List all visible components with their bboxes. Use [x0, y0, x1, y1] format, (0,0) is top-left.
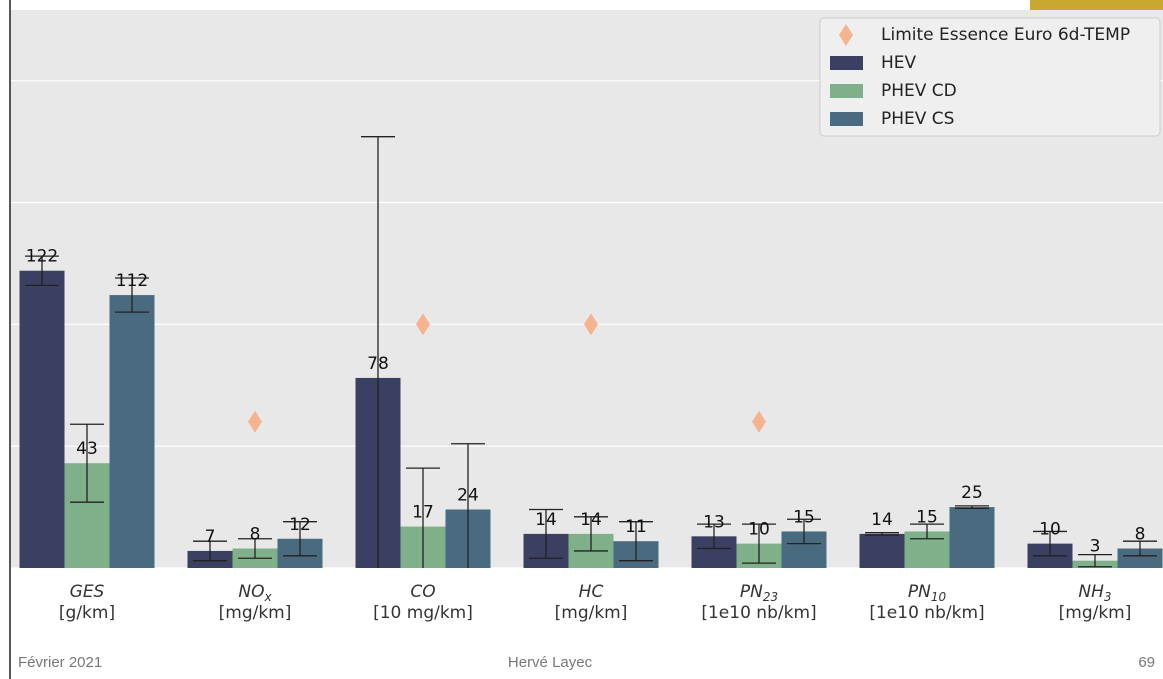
x-tick-label: PN10	[908, 582, 947, 604]
slide: GES[g/km]12243112NOx[mg/km]7812CO[10 mg/…	[0, 0, 1163, 679]
x-tick-name: PN	[740, 582, 763, 602]
legend-label: Limite Essence Euro 6d-TEMP	[881, 25, 1130, 45]
x-tick-sub: 3	[1104, 590, 1112, 604]
value-label: 122	[26, 247, 58, 267]
x-tick-label: NH3	[1078, 582, 1111, 604]
corner-image	[1030, 0, 1163, 10]
legend-swatch	[830, 84, 863, 98]
value-label: 3	[1090, 537, 1101, 557]
x-tick-label: NOx	[238, 582, 272, 604]
value-label: 7	[205, 527, 216, 547]
footer-date: Février 2021	[18, 654, 102, 671]
value-label: 10	[748, 520, 770, 540]
value-label: 24	[457, 486, 479, 506]
value-label: 14	[871, 510, 893, 530]
footer-author: Hervé Layec	[508, 654, 593, 671]
legend-swatch	[830, 56, 863, 70]
x-tick-sub: 23	[763, 590, 778, 604]
x-tick-unit: [10 mg/km]	[373, 603, 473, 623]
bar	[860, 534, 905, 568]
value-label: 43	[76, 439, 98, 459]
value-label: 14	[535, 510, 557, 530]
x-tick-unit: [mg/km]	[555, 603, 628, 623]
x-tick-name: CO	[410, 582, 435, 602]
value-label: 11	[625, 517, 647, 537]
x-tick-sub: x	[264, 590, 273, 604]
x-tick-name: HC	[579, 582, 604, 602]
value-label: 14	[580, 510, 602, 530]
x-tick-label: HC	[579, 582, 604, 602]
x-tick-name: NH	[1078, 582, 1104, 602]
value-label: 78	[367, 354, 389, 374]
legend-label: PHEV CD	[881, 81, 957, 101]
legend-swatch	[830, 112, 863, 126]
value-label: 13	[703, 512, 725, 532]
x-tick-unit: [mg/km]	[1059, 603, 1132, 623]
x-tick-label: GES	[70, 582, 105, 602]
x-tick-unit: [1e10 nb/km]	[701, 603, 816, 623]
x-tick-unit: [1e10 nb/km]	[869, 603, 984, 623]
bar	[950, 507, 995, 568]
value-label: 12	[289, 515, 311, 535]
footer-page: 69	[1138, 654, 1155, 671]
value-label: 17	[412, 503, 434, 523]
bar	[20, 271, 65, 568]
x-tick-label: PN23	[740, 582, 778, 604]
legend-label: HEV	[881, 53, 917, 73]
value-label: 10	[1039, 520, 1061, 540]
value-label: 15	[916, 507, 938, 527]
value-label: 8	[1135, 525, 1146, 545]
x-tick-unit: [g/km]	[59, 603, 115, 623]
value-label: 8	[250, 525, 261, 545]
x-tick-sub: 10	[931, 590, 947, 604]
value-label: 25	[961, 483, 983, 503]
x-tick-label: CO	[410, 582, 435, 602]
x-tick-name: PN	[908, 582, 931, 602]
x-tick-name: NO	[238, 582, 264, 602]
legend: Limite Essence Euro 6d-TEMP HEV PHEV CD PHE…	[820, 18, 1160, 136]
value-label: 15	[793, 507, 815, 527]
bar	[110, 295, 155, 568]
legend-label: PHEV CS	[881, 109, 954, 129]
value-label: 112	[116, 271, 148, 291]
x-tick-unit: [mg/km]	[219, 603, 292, 623]
x-tick-name: GES	[70, 582, 105, 602]
